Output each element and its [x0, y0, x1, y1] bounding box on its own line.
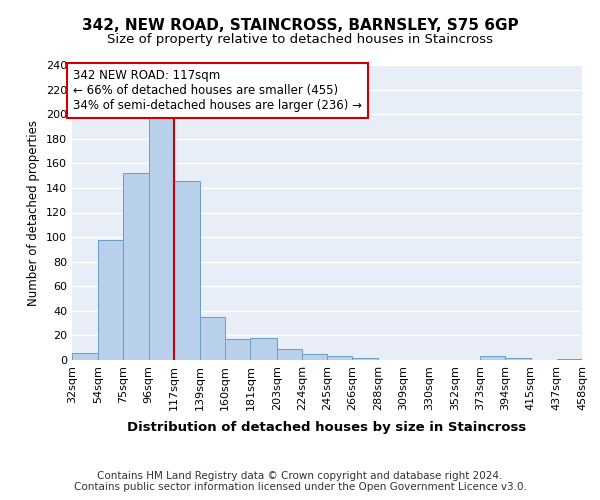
- Bar: [480, 356, 505, 360]
- Text: 342, NEW ROAD, STAINCROSS, BARNSLEY, S75 6GP: 342, NEW ROAD, STAINCROSS, BARNSLEY, S75…: [82, 18, 518, 32]
- X-axis label: Distribution of detached houses by size in Staincross: Distribution of detached houses by size …: [127, 421, 527, 434]
- Text: Contains public sector information licensed under the Open Government Licence v3: Contains public sector information licen…: [74, 482, 526, 492]
- Bar: [72, 352, 98, 360]
- Text: Size of property relative to detached houses in Staincross: Size of property relative to detached ho…: [107, 32, 493, 46]
- Text: Contains HM Land Registry data © Crown copyright and database right 2024.: Contains HM Land Registry data © Crown c…: [97, 471, 503, 481]
- Bar: [250, 338, 277, 360]
- Y-axis label: Number of detached properties: Number of detached properties: [28, 120, 40, 306]
- Bar: [124, 173, 149, 360]
- Bar: [302, 354, 327, 360]
- Text: 342 NEW ROAD: 117sqm
← 66% of detached houses are smaller (455)
34% of semi-deta: 342 NEW ROAD: 117sqm ← 66% of detached h…: [73, 68, 362, 112]
- Bar: [327, 356, 352, 360]
- Bar: [200, 317, 225, 360]
- Bar: [557, 359, 582, 360]
- Bar: [174, 180, 200, 360]
- Bar: [352, 358, 379, 360]
- Bar: [98, 240, 124, 360]
- Bar: [225, 339, 250, 360]
- Bar: [277, 349, 302, 360]
- Bar: [505, 358, 530, 360]
- Bar: [149, 114, 174, 360]
